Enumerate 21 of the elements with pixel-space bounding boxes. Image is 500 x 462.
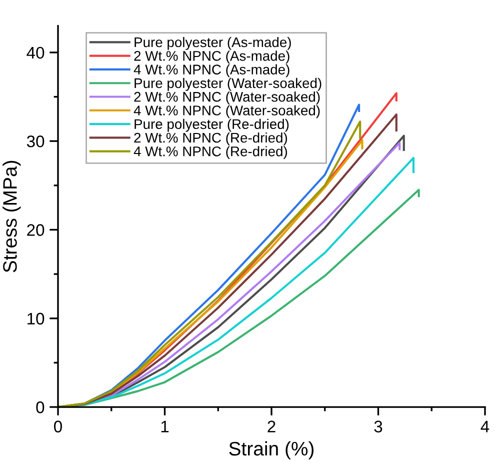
legend-label: 2 Wt.% NPNC (Water-soaked) xyxy=(134,92,320,104)
legend-label: Pure polyester (Water-soaked) xyxy=(134,78,322,91)
legend-label: 4 Wt.% NPNC (Water-soaked) xyxy=(134,105,320,118)
y-tick-label: 0 xyxy=(36,401,44,414)
legend-label: 4 Wt.% NPNC (Re-dried) xyxy=(134,146,287,160)
legend-label: Pure polyester (As-made) xyxy=(134,36,291,50)
legend-label: 2 Wt.% NPNC (Re-dried) xyxy=(134,132,287,146)
y-tick-label: 40 xyxy=(26,46,44,59)
x-tick-label: 0 xyxy=(54,420,62,432)
x-tick-label: 4 xyxy=(480,420,490,432)
y-tick-label: 20 xyxy=(27,224,44,236)
x-tick-label: 3 xyxy=(374,420,382,432)
y-tick-label: 30 xyxy=(26,136,44,148)
x-tick-label: 2 xyxy=(268,420,276,432)
y-tick-label: 10 xyxy=(28,312,44,325)
x-tick-label: 1 xyxy=(161,420,169,432)
legend-label: 4 Wt.% NPNC (As-made) xyxy=(134,64,290,78)
legend-label: 2 Wt.% NPNC (As-made) xyxy=(134,50,290,64)
legend-label: Pure polyester (Re-dried) xyxy=(134,118,289,132)
x-axis-title: Strain (%) xyxy=(229,441,314,460)
y-axis-title: Stress (MPa) xyxy=(2,160,21,272)
